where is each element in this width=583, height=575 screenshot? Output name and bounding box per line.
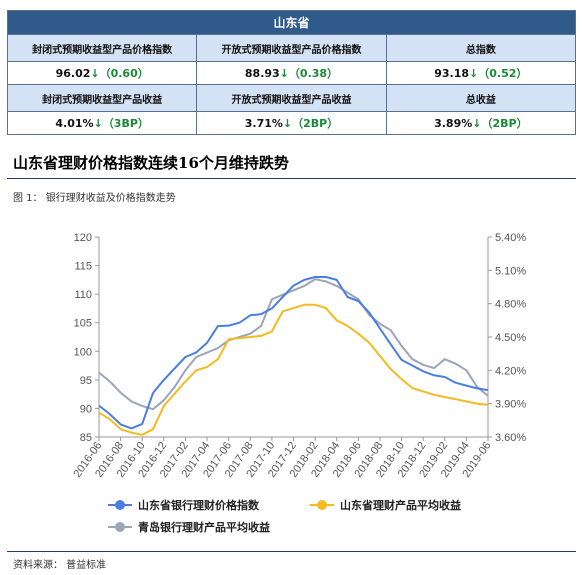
y-right-tick-label: 5.10% xyxy=(495,265,526,277)
series-line-1 xyxy=(98,303,489,436)
y-right-tick-label: 4.20% xyxy=(495,365,526,377)
footer-divider xyxy=(7,551,576,552)
open-index-cell: 88.93↓（0.38） xyxy=(196,61,387,85)
legend-marker-0 xyxy=(115,500,125,510)
y-left-tick-label: 100 xyxy=(74,346,92,358)
section-title: 山东省理财价格指数连续16个月维持跌势 xyxy=(13,154,289,172)
summary-table: 山东省 封闭式预期收益型产品价格指数 开放式预期收益型产品价格指数 总指数 96… xyxy=(6,10,577,135)
legend-label-2: 青岛银行理财产品平均收益 xyxy=(138,520,270,534)
closed-index-value: 96.02 xyxy=(55,67,91,80)
series-line-2 xyxy=(98,278,489,411)
open-yield-change: （2BP） xyxy=(292,117,339,130)
y-left-tick-label: 95 xyxy=(80,375,92,387)
total-yield-label: 总收益 xyxy=(385,84,577,112)
total-index-label: 总指数 xyxy=(385,34,577,62)
y-left-tick-label: 110 xyxy=(74,289,92,301)
open-index-value: 88.93 xyxy=(244,67,280,80)
total-index-value: 93.18 xyxy=(434,67,470,80)
total-yield-cell: 3.89%↓（2BP） xyxy=(385,111,577,135)
summary-header: 山东省 xyxy=(7,10,576,35)
down-arrow-icon: ↓ xyxy=(472,117,482,130)
down-arrow-icon: ↓ xyxy=(469,67,479,80)
total-index-change: （0.52） xyxy=(478,67,528,80)
down-arrow-icon: ↓ xyxy=(282,117,293,130)
total-index-cell: 93.18↓（0.52） xyxy=(385,61,577,85)
total-yield-value: 3.89% xyxy=(434,117,473,130)
closed-yield-change: （3BP） xyxy=(102,117,149,130)
y-right-tick-label: 3.60% xyxy=(495,432,526,444)
legend-marker-2 xyxy=(115,522,125,532)
open-index-change: （0.38） xyxy=(288,67,339,80)
y-left-tick-label: 105 xyxy=(74,318,92,330)
down-arrow-icon: ↓ xyxy=(93,117,103,130)
y-right-tick-label: 5.40% xyxy=(495,232,526,244)
closed-yield-label: 封闭式预期收益型产品收益 xyxy=(6,84,198,112)
y-right-tick-label: 4.80% xyxy=(495,299,526,311)
legend-label-1: 山东省理财产品平均收益 xyxy=(340,498,461,512)
open-yield-value: 3.71% xyxy=(244,117,283,130)
legend-label-0: 山东省银行理财价格指数 xyxy=(138,498,260,512)
closed-index-change: （0.60） xyxy=(99,67,149,80)
down-arrow-icon: ↓ xyxy=(279,67,289,80)
series-line-0 xyxy=(98,276,489,430)
title-divider xyxy=(7,178,576,179)
total-yield-change: （2BP） xyxy=(481,117,528,130)
legend-marker-1 xyxy=(317,500,327,510)
y-left-tick-label: 85 xyxy=(80,432,92,444)
open-index-label: 开放式预期收益型产品价格指数 xyxy=(196,34,387,62)
y-left-tick-label: 90 xyxy=(80,403,92,415)
closed-index-cell: 96.02↓（0.60） xyxy=(6,61,198,85)
closed-yield-cell: 4.01%↓（3BP） xyxy=(6,111,198,135)
open-yield-cell: 3.71%↓（2BP） xyxy=(196,111,387,135)
y-right-tick-label: 3.90% xyxy=(495,399,526,411)
y-left-tick-label: 120 xyxy=(74,232,92,244)
y-left-tick-label: 115 xyxy=(74,261,92,273)
y-right-tick-label: 4.50% xyxy=(495,332,526,344)
source-note: 资料来源： 普益标准 xyxy=(13,560,107,571)
down-arrow-icon: ↓ xyxy=(90,67,100,80)
closed-yield-value: 4.01% xyxy=(55,117,94,130)
figure-caption: 图 1： 银行理财收益及价格指数走势 xyxy=(13,193,176,204)
